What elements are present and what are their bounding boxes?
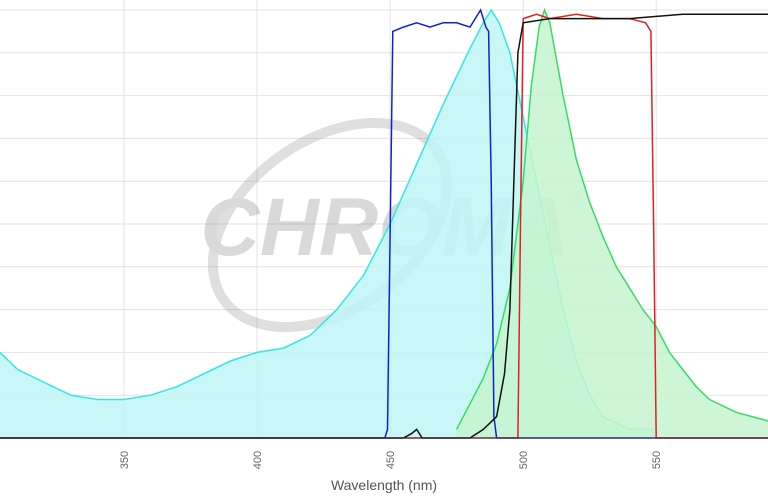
x-tick-label: 400: [252, 451, 264, 469]
spectrum-line: [0, 13, 768, 439]
x-axis-label: Wavelength (nm): [331, 477, 437, 493]
x-tick-label: 500: [518, 451, 530, 469]
area-fill: [0, 10, 657, 438]
x-tick-label: 550: [651, 451, 663, 469]
spectrum-line: [0, 8, 768, 439]
x-tick-label: 350: [119, 451, 131, 469]
area-fill: [456, 10, 768, 438]
spectrum-line: [0, 13, 768, 439]
spectrum-line: [455, 7, 768, 430]
x-tick-label: 450: [385, 451, 397, 469]
